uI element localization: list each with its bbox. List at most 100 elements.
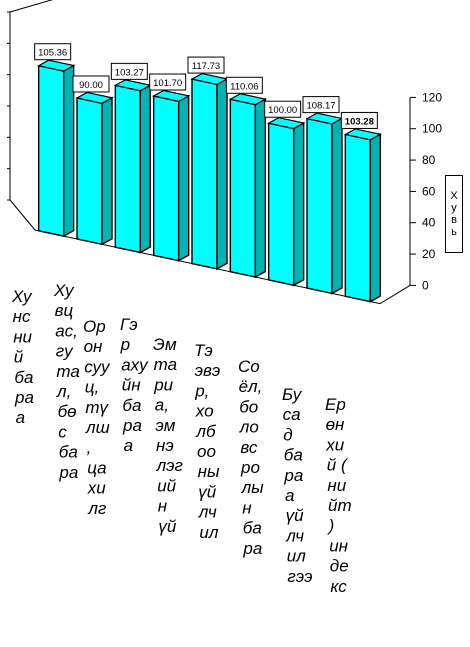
- category-label-line: оо: [197, 442, 216, 461]
- category-label-line: үй: [286, 506, 305, 525]
- bar-side-face: [254, 97, 267, 279]
- bar-side-face: [139, 84, 152, 254]
- bar: [151, 89, 191, 262]
- category-label-line: кс: [330, 577, 347, 596]
- category-label-line: ин: [329, 536, 348, 555]
- data-label: 110.06: [225, 76, 263, 94]
- category-label-line: ны: [198, 462, 220, 481]
- category-label-line: Ер: [325, 395, 346, 414]
- category-label-line: ни: [13, 327, 32, 346]
- category-label-line: ил: [287, 547, 306, 566]
- bar: [75, 91, 114, 246]
- category-label-line: ра: [58, 463, 78, 482]
- y-axis-title-letter: Х: [450, 190, 458, 202]
- data-label-text: 90.00: [79, 80, 103, 91]
- bar-top-face: [228, 93, 268, 106]
- category-label-line: лэг: [156, 456, 183, 475]
- category-label-line: ба: [284, 446, 303, 465]
- bar-side-face: [292, 121, 305, 287]
- category-label-line: хи: [325, 435, 345, 454]
- category-label-line: ий: [157, 476, 176, 495]
- category-label-line: н: [158, 497, 168, 516]
- data-label: 103.27: [110, 62, 148, 80]
- bar-side-face: [369, 133, 382, 303]
- category-label-line: бө: [58, 402, 77, 421]
- bar-side-face: [62, 64, 75, 238]
- category-label-line: үй: [158, 517, 177, 536]
- category-label-line: ро: [240, 458, 260, 477]
- bar-front-face: [37, 64, 65, 237]
- category-label-line: Гэ: [120, 315, 138, 334]
- category-label-line: лч: [285, 526, 304, 545]
- category-label-line: Со: [238, 357, 260, 376]
- data-label: 117.73: [187, 56, 225, 74]
- category-label-line: ёл,: [239, 377, 263, 396]
- category-label-line: Ор: [83, 317, 106, 336]
- bar-front-face: [306, 117, 333, 295]
- category-label-line: ра: [14, 388, 34, 407]
- category-label-line: ба: [122, 396, 141, 415]
- bar: [228, 93, 268, 279]
- data-label-text: 108.17: [306, 101, 335, 112]
- category-label-line: та: [56, 362, 79, 381]
- y-axis-title-letter: у: [451, 202, 457, 214]
- bar-front-face: [344, 133, 372, 303]
- category-label-line: р: [120, 335, 130, 354]
- category-label-line: а: [285, 486, 294, 505]
- bar-top-face: [266, 117, 306, 130]
- category-label-line: эвэ: [195, 361, 221, 380]
- y-tick-label: 60: [422, 184, 436, 198]
- bar-front-face: [229, 98, 257, 278]
- data-label: 90.00: [72, 75, 110, 93]
- y-tick-label: 40: [422, 216, 436, 230]
- category-label-line: й (: [327, 456, 349, 475]
- data-label: 103.28: [340, 111, 378, 129]
- category-label-line: Бу: [282, 385, 303, 404]
- y-axis-title-letter: ь: [451, 226, 457, 238]
- category-label-line: Эм: [153, 335, 177, 354]
- category-label-line: хо: [195, 402, 214, 421]
- category-label-line: үй: [198, 482, 217, 501]
- category-label-line: а,: [155, 396, 169, 415]
- bar-side-face: [331, 117, 343, 295]
- y-axis-title-letter: в: [451, 214, 457, 226]
- category-label-line: ра: [283, 466, 303, 485]
- category-label-line: Ху: [11, 287, 33, 306]
- y-tick-label: 0: [422, 278, 429, 292]
- category-label-line: аху: [121, 355, 149, 374]
- bar: [305, 112, 344, 295]
- category-label-line: й: [14, 348, 24, 367]
- category-label-line: а: [16, 408, 25, 427]
- category-label-line: эм: [155, 416, 175, 435]
- category-labels: ХунснийбарааХувцас,гутал,бөсбараОронсууц…: [11, 281, 352, 596]
- data-label-text: 110.06: [230, 81, 258, 92]
- bar: [343, 128, 383, 303]
- data-label-text: 117.73: [192, 61, 220, 72]
- category-label-line: лг: [87, 499, 106, 518]
- category-label-line: ): [327, 516, 335, 535]
- category-label-line: суу: [84, 357, 111, 376]
- bar-side-face: [216, 77, 228, 271]
- y-tick-label: 20: [422, 247, 436, 261]
- category-label-line: а: [124, 436, 133, 455]
- category-label-line: н: [242, 498, 252, 517]
- data-label-text: 105.36: [38, 48, 67, 59]
- category-label-line: р,: [194, 381, 209, 400]
- category-label-line: са: [283, 405, 301, 424]
- category-label-line: с: [58, 422, 67, 441]
- bar-front-face: [267, 122, 295, 287]
- bar-top-face: [75, 91, 114, 104]
- category-label-line: Ху: [53, 281, 75, 300]
- bar-front-face: [114, 84, 142, 254]
- category-label-line: ни: [327, 476, 346, 495]
- category-label-line: вс: [240, 438, 258, 457]
